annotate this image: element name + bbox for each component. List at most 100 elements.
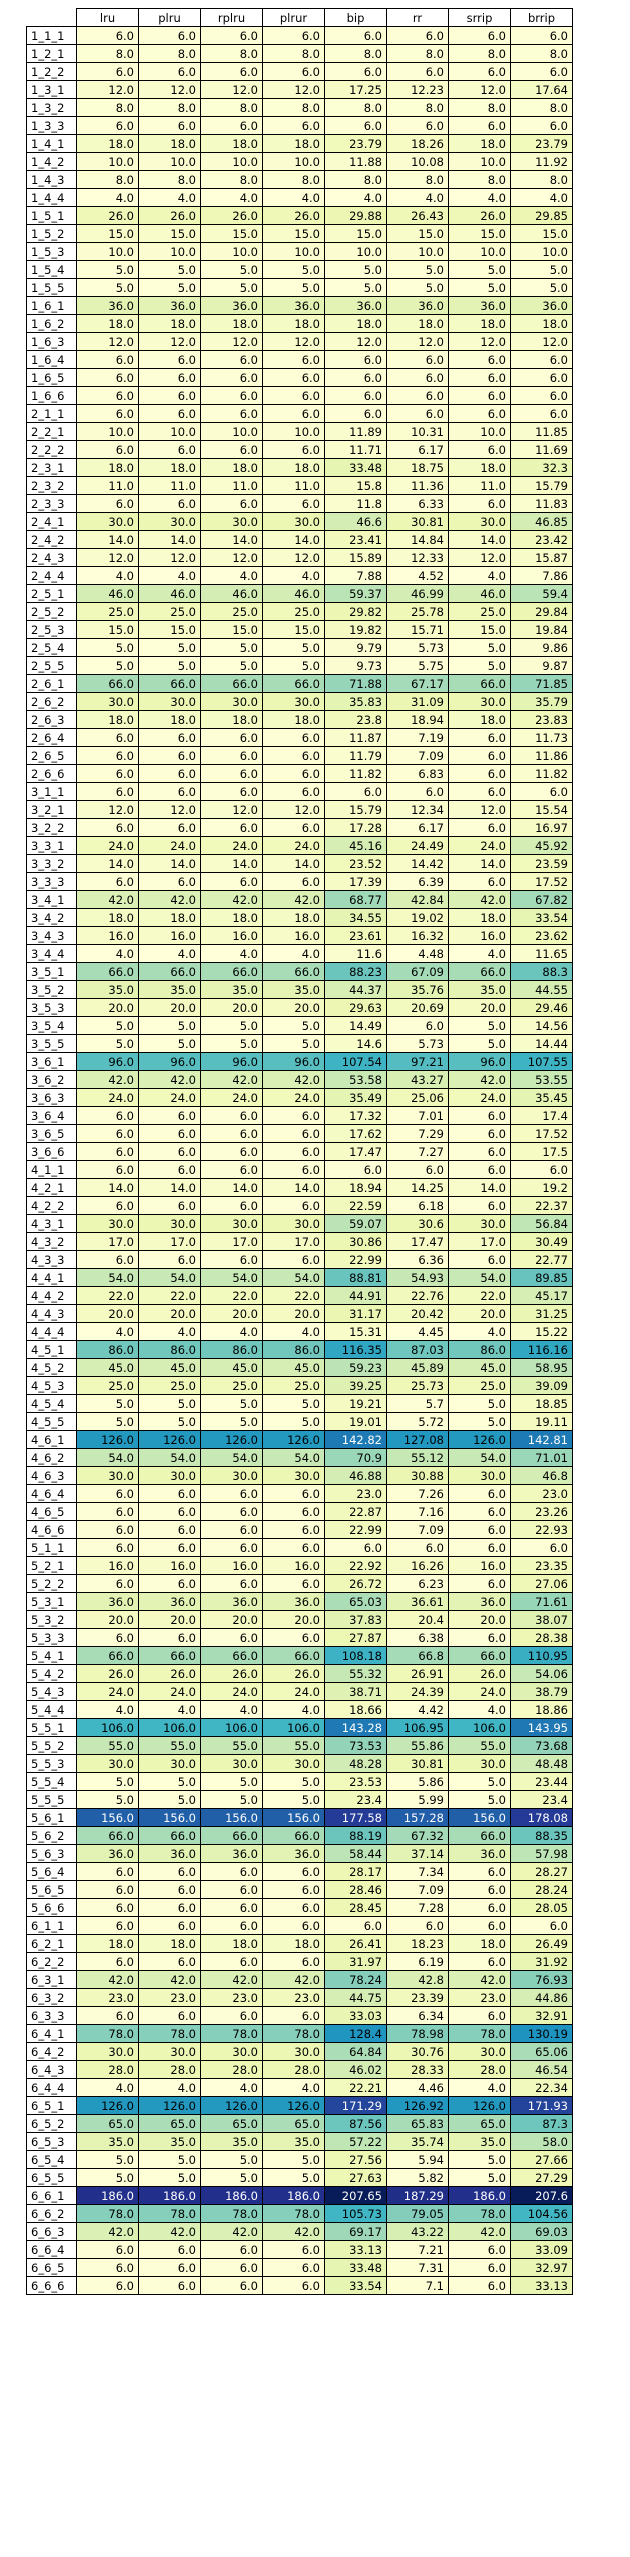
heatmap-cell: 12.0	[448, 332, 511, 351]
heatmap-cell: 54.0	[138, 1448, 201, 1467]
heatmap-cell: 15.0	[200, 620, 263, 639]
heatmap-cell: 6.0	[138, 2240, 201, 2259]
heatmap-cell: 6.0	[324, 1160, 387, 1179]
heatmap-cell: 18.0	[510, 314, 573, 333]
heatmap-cell: 66.0	[262, 962, 325, 981]
heatmap-cell: 8.0	[448, 44, 511, 63]
heatmap-cell: 78.0	[138, 2024, 201, 2043]
heatmap-cell: 33.09	[510, 2240, 573, 2259]
table-row: 6_3_3 6.0 6.0 6.0 6.0 33.03 6.34 6.0 32.91	[26, 2006, 573, 2025]
heatmap-cell: 35.0	[448, 980, 511, 999]
heatmap-cell: 66.0	[200, 1646, 263, 1665]
heatmap-cell: 25.0	[200, 602, 263, 621]
heatmap-cell: 6.0	[262, 728, 325, 747]
heatmap-cell: 44.91	[324, 1286, 387, 1305]
heatmap-cell: 10.0	[138, 242, 201, 261]
heatmap-cell: 8.0	[76, 44, 139, 63]
heatmap-cell: 44.37	[324, 980, 387, 999]
heatmap-cell: 24.0	[76, 1682, 139, 1701]
column-header: plrur	[262, 8, 325, 27]
heatmap-cell: 18.0	[448, 710, 511, 729]
table-row: 3_4_4 4.0 4.0 4.0 4.0 11.6 4.48 4.0 11.65	[26, 944, 573, 963]
heatmap-cell: 6.0	[448, 350, 511, 369]
row-label: 5_3_3	[26, 1628, 77, 1647]
column-header: srrip	[448, 8, 511, 27]
heatmap-cell: 18.66	[324, 1700, 387, 1719]
heatmap-cell: 24.0	[448, 836, 511, 855]
heatmap-cell: 58.0	[510, 2132, 573, 2151]
heatmap-cell: 6.0	[76, 764, 139, 783]
heatmap-cell: 6.0	[200, 1142, 263, 1161]
row-label: 2_6_1	[26, 674, 77, 693]
heatmap-cell: 26.0	[448, 206, 511, 225]
heatmap-cell: 7.09	[386, 1520, 449, 1539]
heatmap-cell: 12.0	[262, 548, 325, 567]
table-row: 4_6_3 30.0 30.0 30.0 30.0 46.88 30.88 30.0 46.8	[26, 1466, 573, 1485]
heatmap-cell: 126.0	[262, 1430, 325, 1449]
heatmap-cell: 130.19	[510, 2024, 573, 2043]
heatmap-cell: 126.0	[138, 1430, 201, 1449]
heatmap-cell: 5.0	[200, 1412, 263, 1431]
heatmap-cell: 37.14	[386, 1844, 449, 1863]
heatmap-cell: 6.0	[200, 872, 263, 891]
heatmap-cell: 33.13	[510, 2276, 573, 2295]
heatmap-cell: 6.0	[386, 116, 449, 135]
heatmap-cell: 5.0	[76, 1034, 139, 1053]
heatmap-cell: 43.22	[386, 2222, 449, 2241]
heatmap-cell: 42.0	[138, 1070, 201, 1089]
table-row: 6_3_2 23.0 23.0 23.0 23.0 44.75 23.39 23.0 44.86	[26, 1988, 573, 2007]
table-row: 5_5_4 5.0 5.0 5.0 5.0 23.53 5.86 5.0 23.44	[26, 1772, 573, 1791]
heatmap-cell: 67.32	[386, 1826, 449, 1845]
heatmap-cell: 6.0	[138, 1520, 201, 1539]
heatmap-cell: 5.0	[262, 2168, 325, 2187]
heatmap-cell: 6.0	[448, 1862, 511, 1881]
heatmap-cell: 31.92	[510, 1952, 573, 1971]
heatmap-cell: 73.53	[324, 1736, 387, 1755]
heatmap-cell: 6.0	[138, 1124, 201, 1143]
row-label: 1_6_2	[26, 314, 77, 333]
heatmap-cell: 30.0	[200, 512, 263, 531]
heatmap-cell: 36.0	[200, 296, 263, 315]
heatmap-cell: 6.0	[448, 1952, 511, 1971]
table-row: 2_6_6 6.0 6.0 6.0 6.0 11.82 6.83 6.0 11.82	[26, 764, 573, 783]
heatmap-cell: 6.0	[386, 404, 449, 423]
heatmap-cell: 6.0	[200, 2276, 263, 2295]
heatmap-cell: 8.0	[200, 44, 263, 63]
heatmap-cell: 24.0	[262, 1682, 325, 1701]
heatmap-cell: 86.0	[76, 1340, 139, 1359]
table-row: 1_4_3 8.0 8.0 8.0 8.0 8.0 8.0 8.0 8.0	[26, 170, 573, 189]
heatmap-cell: 30.0	[76, 1214, 139, 1233]
row-label: 2_3_2	[26, 476, 77, 495]
heatmap-cell: 6.0	[448, 1124, 511, 1143]
heatmap-cell: 33.54	[510, 908, 573, 927]
heatmap-cell: 11.92	[510, 152, 573, 171]
table-row: 5_6_4 6.0 6.0 6.0 6.0 28.17 7.34 6.0 28.27	[26, 1862, 573, 1881]
table-row: 3_2_1 12.0 12.0 12.0 12.0 15.79 12.34 12.0 15.54	[26, 800, 573, 819]
heatmap-cell: 5.0	[138, 2168, 201, 2187]
heatmap-cell: 6.0	[138, 1250, 201, 1269]
heatmap-cell: 28.05	[510, 1898, 573, 1917]
heatmap-cell: 30.0	[262, 512, 325, 531]
heatmap-cell: 15.0	[76, 224, 139, 243]
heatmap-cell: 8.0	[386, 170, 449, 189]
heatmap-cell: 6.0	[76, 1142, 139, 1161]
heatmap-cell: 5.0	[200, 278, 263, 297]
heatmap-cell: 43.27	[386, 1070, 449, 1089]
heatmap-cell: 30.0	[138, 2042, 201, 2061]
row-label: 3_6_3	[26, 1088, 77, 1107]
heatmap-cell: 42.0	[448, 1070, 511, 1089]
heatmap-cell: 35.0	[200, 980, 263, 999]
heatmap-cell: 12.0	[138, 800, 201, 819]
heatmap-cell: 6.0	[200, 764, 263, 783]
row-label: 4_6_5	[26, 1502, 77, 1521]
heatmap-cell: 20.0	[76, 1304, 139, 1323]
row-label: 3_5_5	[26, 1034, 77, 1053]
heatmap-cell: 20.0	[448, 1304, 511, 1323]
heatmap-cell: 27.06	[510, 1574, 573, 1593]
heatmap-cell: 14.0	[262, 530, 325, 549]
heatmap-cell: 27.87	[324, 1628, 387, 1647]
row-label: 3_3_2	[26, 854, 77, 873]
heatmap-cell: 157.28	[386, 1808, 449, 1827]
heatmap-cell: 6.0	[262, 2258, 325, 2277]
heatmap-cell: 24.0	[200, 836, 263, 855]
